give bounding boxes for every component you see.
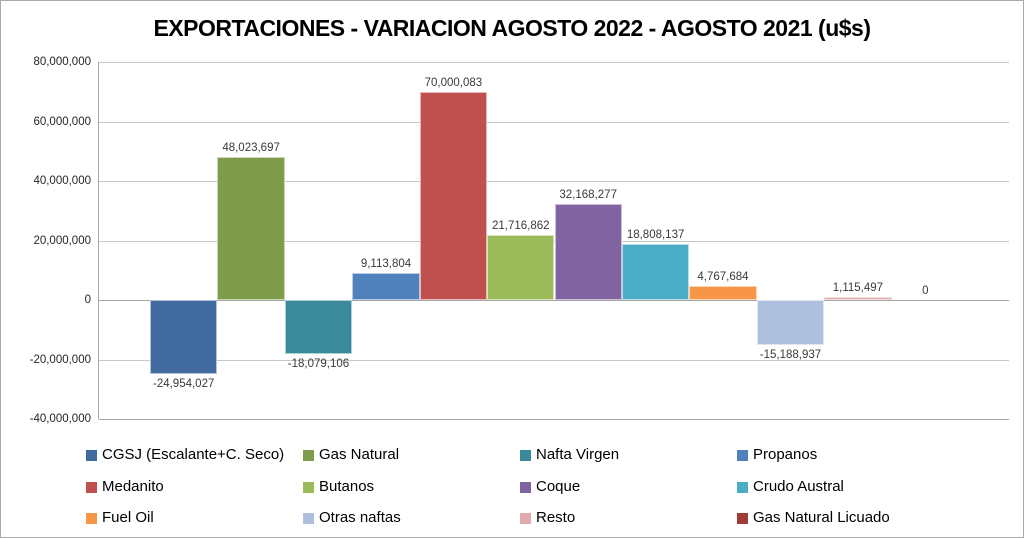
gridline <box>99 360 1009 361</box>
bar <box>487 235 555 300</box>
gridline <box>99 181 1009 182</box>
chart-title: EXPORTACIONES - VARIACION AGOSTO 2022 - … <box>153 15 871 41</box>
bar <box>554 204 622 300</box>
legend-swatch-icon <box>86 481 97 493</box>
plot-area: -24,954,027 48,023,697 -18,079,106 9,113,80… <box>98 62 1009 420</box>
bar-label: -24,954,027 <box>152 378 215 391</box>
bar <box>284 300 353 354</box>
bar-label: 70,000,083 <box>424 76 483 89</box>
legend-label: Otras naftas <box>319 509 401 526</box>
bar-label: 0 <box>922 285 929 297</box>
legend-swatch-icon <box>520 481 531 493</box>
legend-label: Medanito <box>102 478 164 495</box>
y-tick-label: -40,000,000 <box>29 413 91 425</box>
legend-swatch-icon <box>737 449 748 461</box>
legend-item: Nafta Virgen <box>520 446 619 464</box>
bar <box>689 285 757 300</box>
legend-swatch-icon <box>737 481 748 493</box>
legend-label: Butanos <box>319 478 375 495</box>
legend-label: Fuel Oil <box>102 509 154 526</box>
legend-label: Propanos <box>753 446 818 463</box>
y-tick-label: -20,000,000 <box>29 354 91 366</box>
legend-item: Gas Natural Licuado <box>737 509 890 527</box>
bar <box>419 91 488 300</box>
legend-item: Fuel Oil <box>86 509 154 527</box>
bar <box>756 300 825 346</box>
y-tick-label: 20,000,000 <box>33 235 91 247</box>
bar-label: 32,168,277 <box>559 189 617 202</box>
legend-label: Coque <box>536 478 581 495</box>
legend-item: Otras naftas <box>303 509 401 527</box>
legend-label: Nafta Virgen <box>536 446 620 463</box>
y-tick-label: 0 <box>84 294 91 306</box>
bar <box>352 272 420 300</box>
bar <box>150 300 218 375</box>
zero-axis-line <box>99 300 1009 301</box>
legend-swatch-icon <box>303 449 314 461</box>
y-tick-label: 80,000,000 <box>33 56 91 68</box>
bar-label: 4,767,684 <box>697 270 749 283</box>
legend-label: Resto <box>536 509 576 526</box>
legend-swatch-icon <box>520 449 531 461</box>
legend-item: Crudo Austral <box>737 478 844 496</box>
gridline <box>99 62 1009 63</box>
legend-swatch-icon <box>737 512 748 524</box>
legend-swatch-icon <box>86 512 97 524</box>
legend-item: Resto <box>520 509 575 527</box>
bar-label: 21,716,862 <box>492 220 550 233</box>
legend-label: Crudo Austral <box>753 478 844 495</box>
bar-label: 18,808,137 <box>626 229 685 241</box>
legend-swatch-icon <box>86 449 97 461</box>
legend-item: Coque <box>520 478 580 496</box>
y-tick-label: 40,000,000 <box>33 175 91 187</box>
legend-swatch-icon <box>303 512 314 524</box>
bar-label: 9,113,804 <box>360 257 412 270</box>
legend-item: Propanos <box>737 446 817 464</box>
legend-label: Gas Natural <box>319 446 400 463</box>
bar-label: -18,079,106 <box>287 357 350 370</box>
bar <box>621 244 690 300</box>
legend-item: Gas Natural <box>303 446 399 464</box>
legend-item: CGSJ (Escalante+C. Seco) <box>86 446 284 464</box>
y-tick-label: 60,000,000 <box>33 116 91 128</box>
bar-label: 48,023,697 <box>222 142 280 155</box>
legend-label: Gas Natural Licuado <box>753 509 890 526</box>
legend-swatch-icon <box>520 512 531 524</box>
bar-label: -15,188,937 <box>759 349 822 362</box>
legend-item: Butanos <box>303 478 374 496</box>
gridline <box>99 419 1009 420</box>
bar <box>217 157 285 300</box>
legend-label: CGSJ (Escalante+C. Seco) <box>102 446 285 463</box>
bar-label: 1,115,497 <box>832 281 884 294</box>
legend-swatch-icon <box>303 481 314 493</box>
gridline <box>99 122 1009 123</box>
bar <box>824 296 892 300</box>
legend-item: Medanito <box>86 478 164 496</box>
